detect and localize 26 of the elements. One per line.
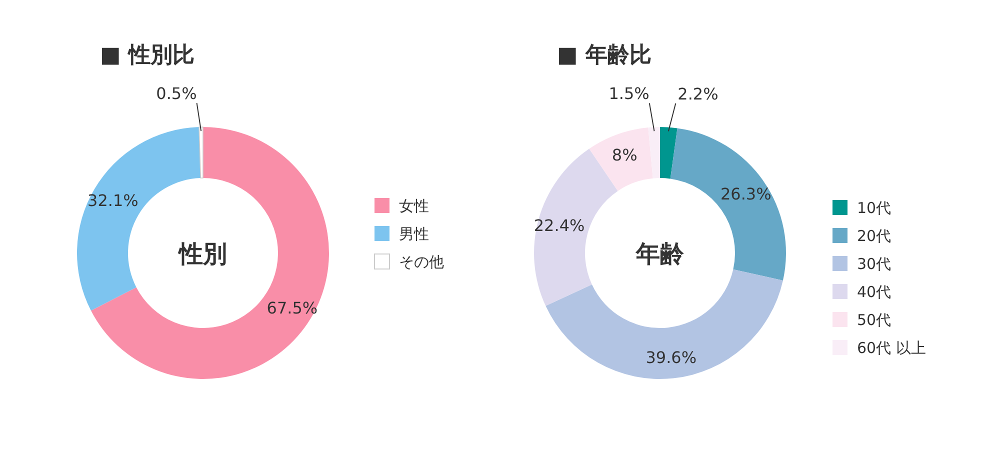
donut-slice	[90, 127, 329, 379]
legend-label: 60代 以上	[857, 339, 926, 357]
data-label: 2.2%	[678, 84, 718, 104]
donut-slice	[198, 126, 204, 178]
data-label: 22.4%	[534, 216, 585, 236]
legend-label: 男性	[399, 225, 429, 243]
legend-label: 10代	[857, 199, 892, 217]
chart-title: ■ 性別比	[100, 43, 194, 68]
data-label: 1.5%	[608, 84, 650, 104]
legend-label: 女性	[399, 197, 429, 215]
legend-label: 20代	[857, 227, 892, 245]
data-label: 26.3%	[720, 184, 772, 204]
donut-slice	[660, 127, 678, 179]
data-label: 67.5%	[266, 298, 318, 318]
legend-label: 40代	[857, 283, 892, 301]
text: 性別	[177, 240, 227, 268]
chart-title: ■ 年齢比	[557, 43, 652, 68]
legend-label: 50代	[857, 311, 892, 329]
donut-slice	[546, 269, 783, 379]
text: 年齢	[635, 240, 685, 268]
data-label: 8%	[612, 146, 638, 165]
data-label: 39.6%	[646, 348, 697, 367]
legend-label: その他	[399, 253, 444, 271]
legend-label: 30代	[857, 255, 892, 273]
data-label: 32.1%	[88, 190, 138, 210]
data-label: 0.5%	[156, 84, 197, 104]
